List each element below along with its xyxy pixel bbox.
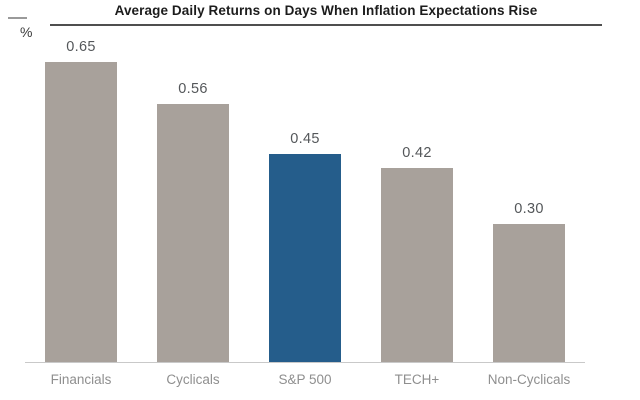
- category-label-cyclicals: Cyclicals: [166, 372, 220, 387]
- axis-tick-line: [8, 17, 27, 19]
- value-label-financials: 0.65: [66, 39, 96, 55]
- value-label-cyclicals: 0.56: [178, 81, 208, 97]
- category-label-s-p-500: S&P 500: [278, 372, 332, 387]
- chart-title: Average Daily Returns on Days When Infla…: [114, 3, 538, 18]
- bar-non-cyclicals: [493, 224, 565, 362]
- chart-title-block: Average Daily Returns on Days When Infla…: [50, 2, 602, 26]
- bar-financials: [45, 62, 117, 362]
- value-label-s-p-500: 0.45: [290, 131, 320, 147]
- category-label-tech: TECH+: [394, 372, 440, 387]
- bar-s-p-500: [269, 154, 341, 362]
- value-label-non-cyclicals: 0.30: [514, 201, 544, 217]
- y-axis-unit-label: %: [20, 24, 33, 40]
- x-axis-line: [25, 362, 585, 363]
- bar-cyclicals: [157, 104, 229, 362]
- category-label-non-cyclicals: Non-Cyclicals: [487, 372, 571, 387]
- value-label-tech: 0.42: [402, 145, 432, 161]
- bar-tech: [381, 168, 453, 362]
- category-label-financials: Financials: [50, 372, 112, 387]
